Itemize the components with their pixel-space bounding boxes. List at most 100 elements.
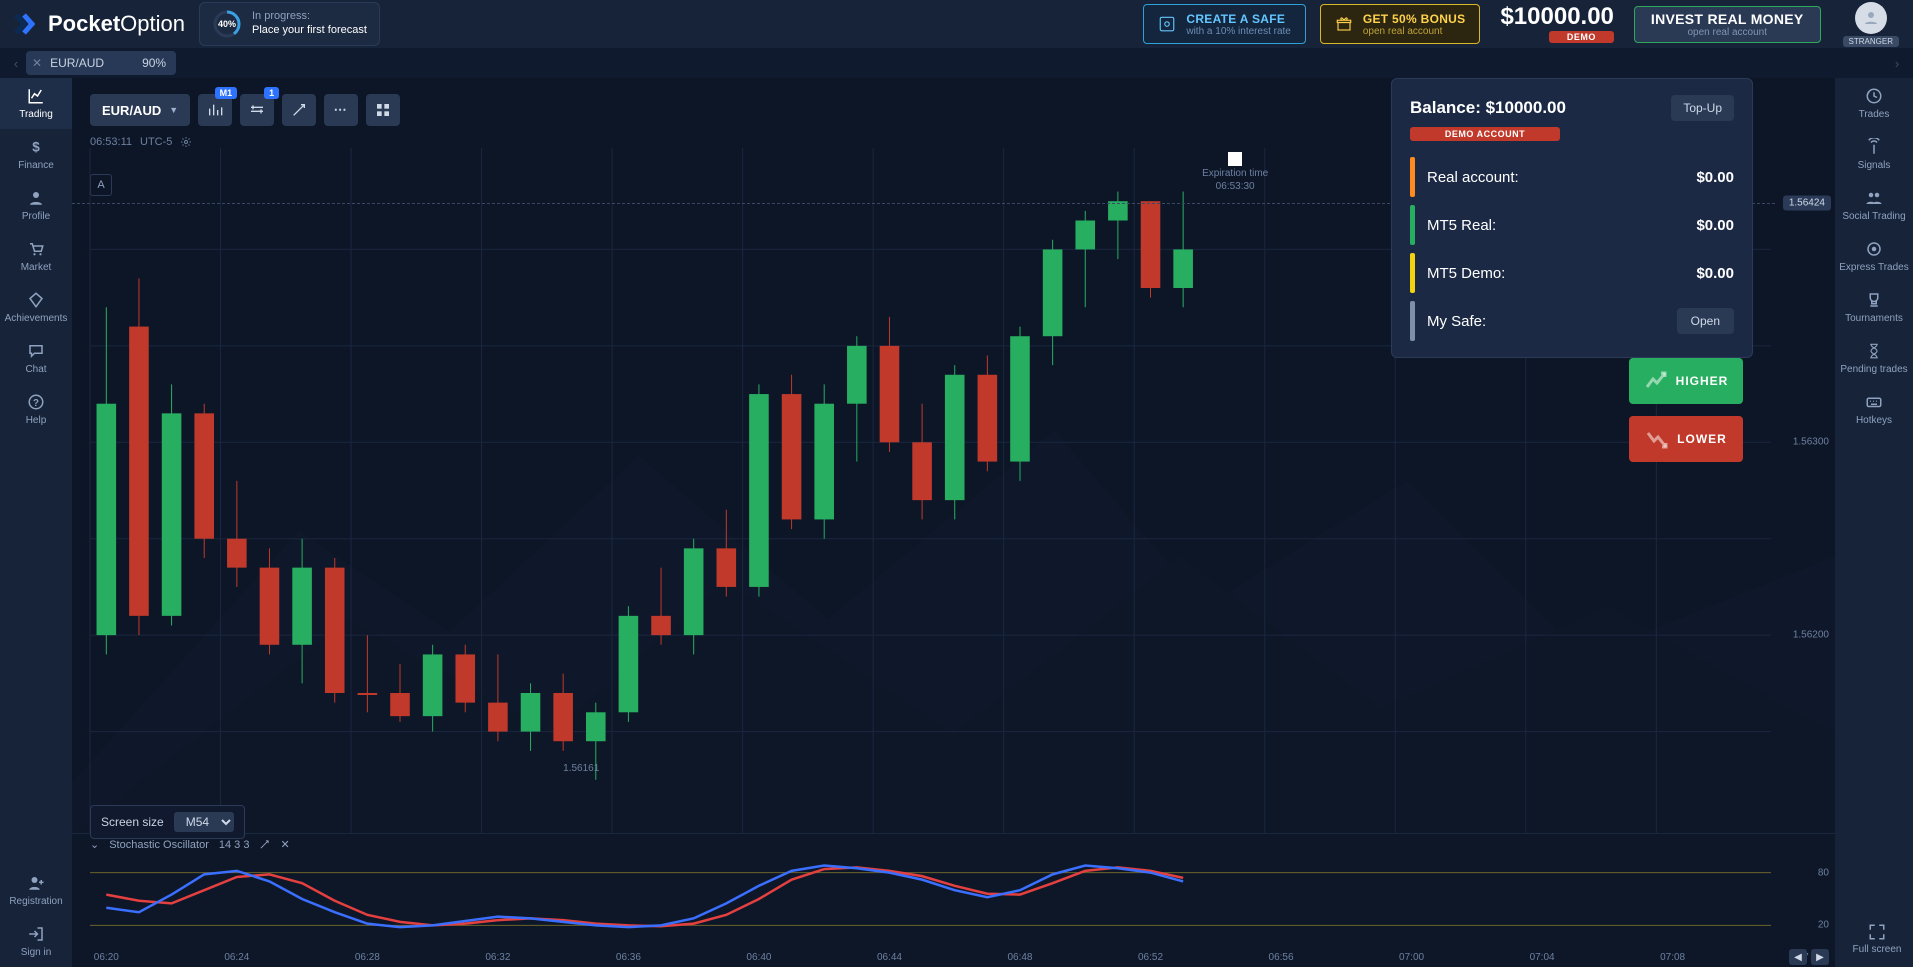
user-menu[interactable]: STRANGER xyxy=(1843,2,1899,47)
x-tick: 07:08 xyxy=(1660,952,1685,963)
x-tick: 06:56 xyxy=(1269,952,1294,963)
x-tick: 06:32 xyxy=(485,952,510,963)
progress-line1: In progress: xyxy=(252,10,367,24)
chart-tz: UTC-5 xyxy=(140,136,172,148)
tabs-scroll-left[interactable]: ‹ xyxy=(6,48,26,78)
signin-icon xyxy=(27,925,45,943)
indicator-params: 14 3 3 xyxy=(219,839,250,851)
open-safe-button[interactable]: Open xyxy=(1677,308,1734,334)
more-button[interactable]: ⋯ xyxy=(324,94,358,126)
chart-clock: 06:53:11 xyxy=(90,136,132,148)
trophy-icon xyxy=(1865,291,1883,309)
account-color-bar xyxy=(1410,205,1415,245)
nav-help[interactable]: ?Help xyxy=(0,384,72,435)
history-icon xyxy=(1865,87,1883,105)
x-tick: 06:24 xyxy=(224,952,249,963)
x-tick: 06:20 xyxy=(94,952,119,963)
chart-scroll-right[interactable]: ▶ xyxy=(1811,949,1829,965)
indicator-header: ⌄ Stochastic Oscillator 14 3 3 ✕ xyxy=(72,833,1835,855)
higher-button[interactable]: HIGHER xyxy=(1629,358,1743,404)
help-icon: ? xyxy=(27,393,45,411)
nav-express-trades[interactable]: Express Trades xyxy=(1835,231,1913,282)
right-sidebar: TradesSignalsSocial TradingExpress Trade… xyxy=(1835,78,1913,967)
chart-scroll-left[interactable]: ◀ xyxy=(1789,949,1807,965)
workspace: Trading$FinanceProfileMarketAchievements… xyxy=(0,78,1913,967)
nav-finance[interactable]: $Finance xyxy=(0,129,72,180)
nav-trading[interactable]: Trading xyxy=(0,78,72,129)
asset-tab-pct: 90% xyxy=(142,56,166,70)
indicator-name: Stochastic Oscillator xyxy=(109,839,209,851)
collapse-indicator-icon[interactable]: ⌄ xyxy=(90,838,99,851)
gear-icon[interactable] xyxy=(180,136,192,148)
x-tick: 06:48 xyxy=(1007,952,1032,963)
fullscreen-button[interactable]: Full screen xyxy=(1841,911,1913,967)
safe-icon xyxy=(1158,15,1176,33)
x-tick: 06:52 xyxy=(1138,952,1163,963)
x-axis: 06:2006:2406:2806:3206:3606:4006:4406:48… xyxy=(72,943,1835,967)
account-row: MT5 Demo:$0.00 xyxy=(1410,253,1734,293)
stochastic-oscillator[interactable]: 8020 xyxy=(72,855,1835,943)
nav-sign-in[interactable]: Sign in xyxy=(0,916,72,967)
topup-button[interactable]: Top-Up xyxy=(1671,95,1734,121)
screen-size-control: Screen size M54 xyxy=(90,805,245,839)
balance-display[interactable]: $10000.00 DEMO xyxy=(1500,5,1613,43)
current-price-tag: 1.56424 xyxy=(1783,196,1831,211)
arrow-up-icon xyxy=(1644,369,1668,393)
tabs-scroll-right[interactable]: › xyxy=(1887,48,1907,78)
account-color-bar xyxy=(1410,253,1415,293)
nav-registration[interactable]: Registration xyxy=(0,865,72,916)
nav-achievements[interactable]: Achievements xyxy=(0,282,72,333)
account-value: $0.00 xyxy=(1696,169,1734,186)
asset-tab-symbol: EUR/AUD xyxy=(50,56,104,70)
arrow-down-icon xyxy=(1645,427,1669,451)
account-row: Real account: $0.00 xyxy=(1410,157,1734,197)
x-tick: 06:28 xyxy=(355,952,380,963)
indicators-button[interactable]: 1 xyxy=(240,94,274,126)
x-tick: 07:00 xyxy=(1399,952,1424,963)
balance-panel: Balance: $10000.00 Top-Up DEMO ACCOUNT R… xyxy=(1391,78,1753,358)
close-tab-icon[interactable]: ✕ xyxy=(32,56,42,70)
nav-chat[interactable]: Chat xyxy=(0,333,72,384)
bonus-button[interactable]: GET 50% BONUSopen real account xyxy=(1320,4,1481,44)
nav-profile[interactable]: Profile xyxy=(0,180,72,231)
drawings-button[interactable] xyxy=(282,94,316,126)
nav-signals[interactable]: Signals xyxy=(1835,129,1913,180)
progress-ring: 40% xyxy=(212,9,242,39)
brand-name-1: Pocket xyxy=(48,11,120,36)
logo-icon xyxy=(14,13,42,35)
chart-area: EUR/AUD▼ M1 1 ⋯ 06:53:11 UTC-5 A 1.56200… xyxy=(72,78,1835,967)
progress-pct: 40% xyxy=(212,9,242,39)
hourglass-icon xyxy=(1865,342,1883,360)
nav-market[interactable]: Market xyxy=(0,231,72,282)
flag-icon xyxy=(1228,152,1242,166)
nav-social-trading[interactable]: Social Trading xyxy=(1835,180,1913,231)
nav-trades[interactable]: Trades xyxy=(1835,78,1913,129)
lower-button[interactable]: LOWER xyxy=(1629,416,1743,462)
nav-tournaments[interactable]: Tournaments xyxy=(1835,282,1913,333)
invest-button[interactable]: INVEST REAL MONEY open real account xyxy=(1634,6,1821,43)
progress-widget[interactable]: 40% In progress: Place your first foreca… xyxy=(199,2,380,46)
top-bar: PocketOption 40% In progress: Place your… xyxy=(0,0,1913,48)
balance-panel-title: Balance: $10000.00 xyxy=(1410,98,1566,118)
chat-icon xyxy=(27,342,45,360)
nav-pending-trades[interactable]: Pending trades xyxy=(1835,333,1913,384)
asset-tab[interactable]: ✕ EUR/AUD 90% xyxy=(26,51,176,75)
edit-indicator-icon[interactable] xyxy=(259,839,270,850)
trade-buttons: HIGHER LOWER xyxy=(1629,358,1743,462)
brand-logo[interactable]: PocketOption xyxy=(14,11,185,37)
screen-size-select[interactable]: M54 xyxy=(174,812,234,832)
account-label: Real account: xyxy=(1427,169,1684,186)
progress-line2: Place your first forecast xyxy=(252,24,367,38)
dollar-icon: $ xyxy=(27,138,45,156)
multi-chart-button[interactable] xyxy=(366,94,400,126)
account-label: MT5 Real: xyxy=(1427,217,1684,234)
nav-hotkeys[interactable]: Hotkeys xyxy=(1835,384,1913,435)
svg-text:$: $ xyxy=(32,140,40,155)
create-safe-button[interactable]: CREATE A SAFEwith a 10% interest rate xyxy=(1143,4,1306,44)
symbol-selector[interactable]: EUR/AUD▼ xyxy=(90,94,190,126)
x-tick: 07:04 xyxy=(1530,952,1555,963)
gift-icon xyxy=(1335,15,1353,33)
remove-indicator-icon[interactable]: ✕ xyxy=(280,838,289,851)
chart-type-button[interactable]: M1 xyxy=(198,94,232,126)
avatar-icon xyxy=(1855,2,1887,34)
